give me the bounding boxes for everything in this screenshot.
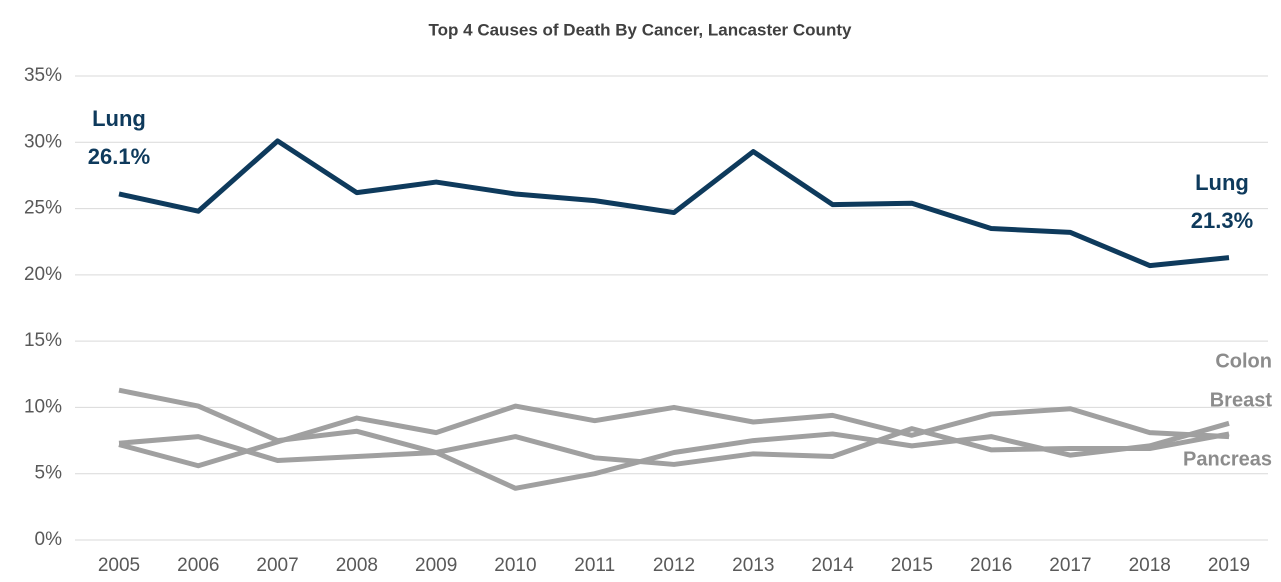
x-tick-label: 2017	[1049, 555, 1091, 576]
y-tick-label: 10%	[24, 396, 62, 417]
x-tick-label: 2009	[415, 555, 457, 576]
y-tick-label: 0%	[35, 529, 63, 550]
series-line	[118, 426, 1230, 467]
y-tick-label: 25%	[24, 198, 62, 219]
data-label: 26.1%	[88, 144, 150, 169]
series-label: Lung	[1195, 170, 1249, 195]
y-tick-label: 15%	[24, 330, 62, 351]
series-label: Pancreas	[1183, 448, 1272, 470]
series-line	[118, 387, 1230, 491]
x-tick-label: 2019	[1208, 555, 1250, 576]
series-label: Breast	[1210, 389, 1273, 411]
x-tick-label: 2006	[177, 555, 219, 576]
series-line	[118, 138, 1230, 269]
data-label: 21.3%	[1191, 208, 1253, 233]
x-tick-label: 2005	[98, 555, 140, 576]
x-tick-label: 2012	[653, 555, 695, 576]
y-tick-label: 5%	[35, 463, 63, 484]
x-tick-label: 2011	[574, 555, 615, 576]
series-label: Lung	[92, 106, 146, 131]
x-tick-label: 2008	[336, 555, 378, 576]
x-tick-label: 2018	[1129, 555, 1171, 576]
x-tick-label: 2013	[732, 555, 774, 576]
y-tick-label: 20%	[24, 264, 62, 285]
chart-title: Top 4 Causes of Death By Cancer, Lancast…	[429, 20, 852, 39]
y-tick-label: 35%	[24, 65, 62, 86]
x-tick-label: 2014	[811, 555, 854, 576]
x-tick-label: 2015	[891, 555, 933, 576]
x-tick-label: 2007	[256, 555, 298, 576]
series-label: Colon	[1215, 350, 1272, 372]
y-tick-label: 30%	[24, 131, 62, 152]
x-tick-label: 2016	[970, 555, 1012, 576]
series-line	[118, 403, 1230, 469]
x-tick-label: 2010	[494, 555, 536, 576]
